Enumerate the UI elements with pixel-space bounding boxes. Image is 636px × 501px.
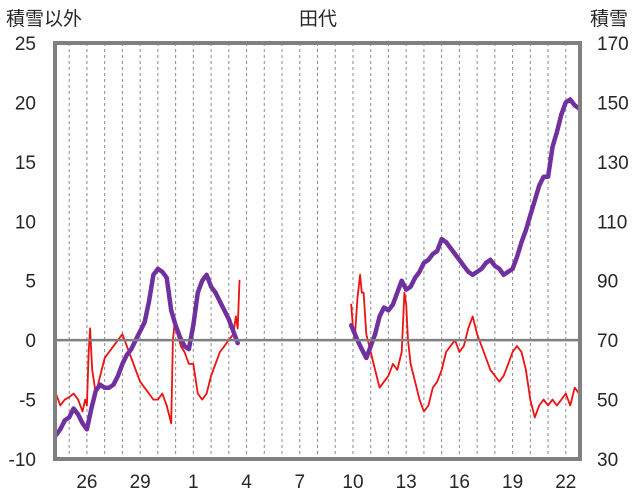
plot-frame [53,41,582,461]
right-tick-label: 170 [597,34,629,55]
x-tick-label: 7 [294,472,305,493]
series-snow-depth-segment-2 [348,97,582,361]
left-tick-label: 25 [15,34,36,55]
series-snow-depth-segment-1 [53,266,240,438]
left-tick-label: 20 [15,93,36,114]
right-tick-label: 70 [597,331,618,352]
left-tick-label: -5 [19,391,36,412]
x-axis-ticks: 26 29 1 4 7 10 13 16 19 22 [76,472,576,493]
left-tick-label: 15 [15,153,36,174]
left-axis-ticks: 25 20 15 10 5 0 -5 -10 [9,34,36,471]
right-tick-label: 150 [597,93,629,114]
right-axis-ticks: 170 150 130 110 90 70 50 30 [597,34,629,471]
x-tick-label: 29 [130,472,151,493]
x-tick-label: 19 [502,472,523,493]
left-tick-label: 10 [15,212,36,233]
left-tick-label: 0 [25,331,36,352]
series-temperature-segment-1 [55,279,241,425]
chart-title: 田代 [299,8,337,30]
right-tick-label: 130 [597,153,629,174]
vertical-gridlines [68,43,567,459]
x-tick-label: 16 [449,472,470,493]
right-tick-label: 90 [597,272,618,293]
x-tick-label: 4 [241,472,252,493]
right-tick-label: 110 [597,212,627,233]
right-tick-label: 50 [597,391,618,412]
x-tick-label: 10 [342,472,363,493]
x-tick-label: 26 [76,472,97,493]
left-tick-label: -10 [9,450,36,471]
right-tick-label: 30 [597,450,618,471]
right-axis-label: 積雪 [590,8,628,30]
left-axis-label: 積雪以外 [6,8,82,30]
x-tick-label: 22 [555,472,576,493]
x-tick-label: 13 [396,472,417,493]
x-tick-label: 1 [188,472,199,493]
left-tick-label: 5 [25,272,36,293]
series-temperature-segment-2 [350,273,580,419]
plot-series [53,97,582,438]
